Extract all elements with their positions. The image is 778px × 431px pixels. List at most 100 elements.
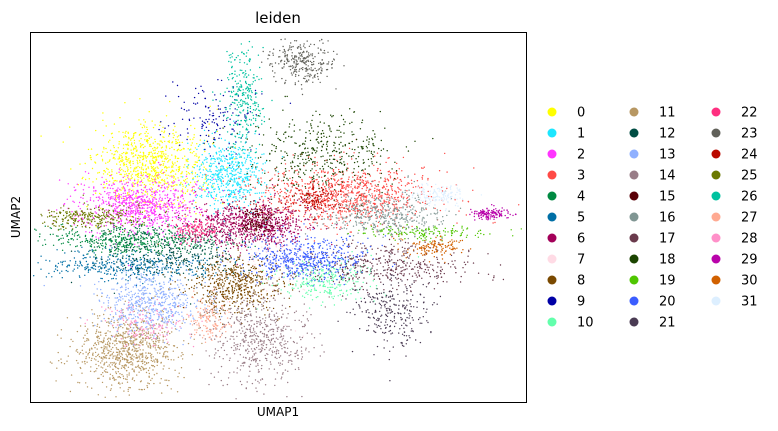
point (135, 174, 137, 176)
point (144, 165, 146, 167)
point (328, 179, 330, 181)
point (164, 203, 166, 205)
point (118, 200, 121, 203)
point (348, 206, 350, 208)
point (174, 157, 177, 159)
point (341, 206, 343, 208)
point (397, 191, 400, 193)
point (348, 192, 350, 194)
point (232, 191, 235, 194)
point (101, 160, 104, 162)
point (267, 171, 269, 173)
point (158, 260, 161, 263)
point (105, 270, 108, 272)
point (143, 245, 145, 248)
point (105, 232, 107, 234)
point (130, 210, 132, 213)
point (82, 197, 84, 199)
point (227, 215, 229, 217)
point (135, 233, 137, 235)
point (147, 201, 150, 203)
point (223, 216, 226, 218)
point (161, 249, 163, 252)
point (134, 226, 137, 229)
point (94, 265, 97, 267)
point (140, 177, 142, 179)
point (309, 223, 311, 225)
point (153, 176, 155, 178)
point (131, 177, 133, 179)
point (130, 175, 132, 177)
point (308, 198, 311, 200)
point (157, 235, 159, 237)
point (267, 200, 269, 202)
point (148, 222, 150, 224)
point (85, 266, 87, 268)
point (199, 245, 202, 247)
point (283, 173, 285, 175)
point (374, 195, 376, 197)
point (298, 204, 301, 207)
point (165, 145, 168, 147)
point (247, 183, 250, 185)
point (182, 262, 184, 264)
point (132, 137, 134, 139)
point (114, 243, 116, 245)
point (284, 197, 286, 199)
point (181, 141, 183, 144)
point (118, 232, 120, 235)
point (288, 194, 290, 197)
point (152, 263, 154, 265)
point (345, 188, 347, 190)
point (180, 181, 182, 184)
point (190, 190, 192, 192)
point (147, 219, 149, 221)
point (93, 268, 95, 270)
point (345, 196, 347, 198)
point (332, 169, 335, 171)
point (143, 124, 145, 127)
point (228, 237, 230, 239)
point (120, 196, 122, 198)
point (134, 273, 136, 275)
point (111, 247, 113, 249)
point (185, 217, 187, 219)
point (54, 265, 57, 267)
point (131, 261, 134, 263)
point (384, 177, 386, 179)
point (208, 234, 210, 237)
point (335, 182, 338, 184)
point (154, 161, 156, 163)
point (225, 183, 227, 185)
point (311, 163, 314, 165)
point (70, 168, 72, 170)
point (159, 163, 161, 166)
point (333, 175, 335, 177)
point (242, 178, 244, 180)
point (117, 236, 120, 238)
point (246, 156, 249, 158)
point (132, 149, 135, 151)
point (234, 151, 236, 154)
point (117, 250, 119, 252)
point (196, 161, 198, 163)
point (56, 209, 58, 211)
point (199, 195, 201, 198)
point (104, 281, 106, 283)
point (237, 224, 240, 227)
point (230, 173, 232, 175)
point (111, 177, 114, 180)
point (262, 199, 265, 201)
point (98, 171, 101, 174)
point (199, 172, 202, 174)
point (62, 141, 64, 143)
point (231, 210, 233, 212)
point (473, 167, 475, 169)
point (242, 164, 245, 166)
point (124, 170, 127, 173)
point (196, 260, 198, 262)
point (145, 174, 147, 177)
point (119, 167, 121, 169)
point (156, 222, 158, 224)
point (120, 219, 123, 221)
